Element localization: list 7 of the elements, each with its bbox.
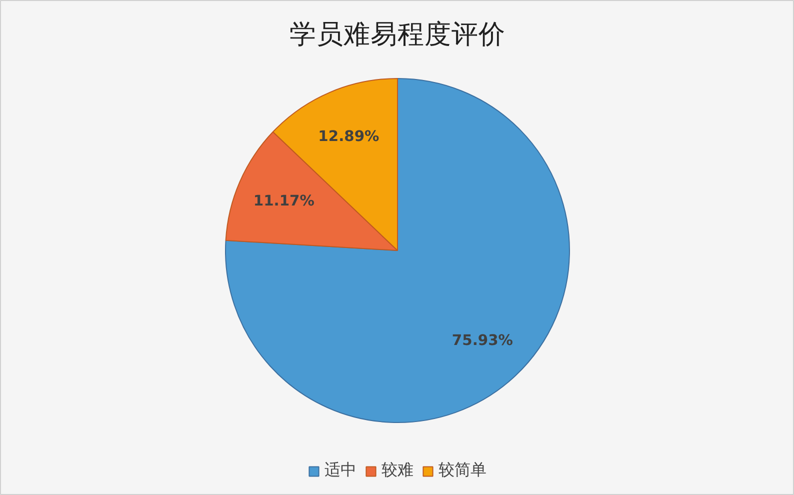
data-label: 11.17% — [253, 192, 315, 210]
legend-label: 较难 — [382, 460, 414, 481]
legend-label: 适中 — [324, 460, 356, 481]
data-label: 12.89% — [318, 128, 380, 146]
legend-label: 较简单 — [438, 460, 486, 481]
chart-title: 学员难易程度评价 — [290, 19, 506, 50]
data-label: 75.93% — [452, 332, 514, 350]
